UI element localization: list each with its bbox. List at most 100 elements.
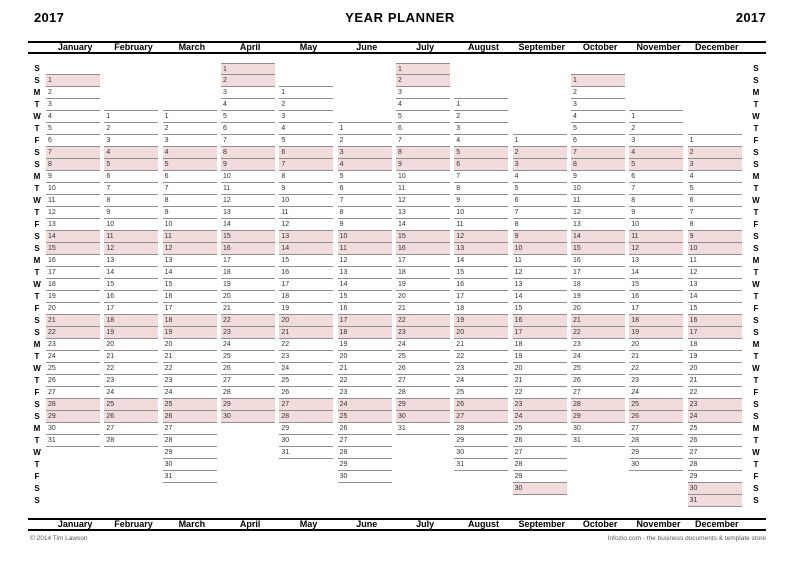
day-cell: 3 [629,135,684,147]
day-cell: 27 [570,387,625,399]
grid-row: F 27 24 24 28 26 23 28 25 22 27 24 22 F [28,387,766,399]
month-cell-april [221,459,279,471]
month-cell-june [337,111,396,123]
day-cell: 15 [395,231,450,243]
lead-in-line [46,63,100,75]
month-cell-september: 2 [512,147,571,159]
month-name-february: February [114,42,153,52]
empty-cell [454,75,508,87]
day-number: 20 [397,293,406,300]
month-cell-january: 12 [46,207,104,219]
day-number: 7 [222,137,227,144]
empty-cell [513,99,567,111]
day-number: 29 [631,449,640,456]
year-label-left: 2017 [34,10,65,25]
day-letter-left: T [34,268,40,277]
month-cell-february [104,99,162,111]
day-letter-left: S [34,76,40,85]
month-cell-november: 21 [629,351,687,363]
month-name-march: March [178,519,206,529]
day-cell: 31 [162,471,217,483]
day-number: 1 [106,113,111,120]
day-number: 29 [222,401,231,408]
month-cell-july: 12 [395,195,454,207]
month-cell-january: 17 [46,267,104,279]
day-cell: 5 [570,123,625,135]
day-cell: 1 [454,99,509,111]
day-number: 9 [164,209,169,216]
month-cell-may: 9 [279,183,337,195]
day-number: 11 [572,197,581,204]
day-number: 29 [339,461,348,468]
day-cell: 26 [454,399,509,411]
month-cell-july [396,495,454,507]
month-cell-january: 27 [46,387,104,399]
empty-cell [46,483,100,495]
day-cell: 21 [570,315,625,327]
day-cell: 5 [395,111,450,123]
day-number: 18 [48,281,56,288]
month-cell-august: 13 [454,243,512,255]
day-cell: 6 [629,171,684,183]
month-cell-august: 8 [454,183,512,195]
day-cell: 18 [395,267,450,279]
day-number: 8 [164,197,169,204]
day-number: 7 [106,185,111,192]
month-cell-august: 29 [454,435,512,447]
month-cell-december [688,87,746,99]
day-number: 5 [456,149,461,156]
day-number: 5 [339,173,344,180]
day-letter-left: S [34,316,40,325]
day-cell: 5 [104,159,159,171]
day-number: 3 [572,101,577,108]
empty-cell [338,99,392,111]
day-letter-left: T [34,208,40,217]
day-cell: 10 [395,171,450,183]
day-cell: 25 [629,399,684,411]
day-number: 1 [339,125,344,132]
day-cell: 24 [220,339,275,351]
day-cell: 19 [454,315,509,327]
empty-cell [629,483,683,495]
day-cell: 10 [629,219,684,231]
day-number: 9 [689,233,694,240]
day-number: 23 [48,341,56,348]
lead-in-line [454,87,509,99]
month-cell-november [629,471,687,483]
month-cell-july: 9 [395,159,454,171]
day-letter-left: T [34,460,40,469]
day-cell: 1 [337,123,392,135]
day-number: 26 [222,365,231,372]
day-cell: 19 [279,303,334,315]
month-cell-august [454,87,512,99]
day-number: 28 [397,389,406,396]
day-number: 16 [281,269,290,276]
month-cell-june: 27 [337,435,396,447]
day-cell: 26 [629,411,684,423]
day-letter-left: S [34,328,40,337]
month-cell-november [629,87,687,99]
day-cell: 9 [454,195,509,207]
day-cell: 28 [570,399,625,411]
month-cell-june: 17 [337,315,396,327]
day-number: 2 [456,113,461,120]
month-name-september: September [518,519,566,529]
month-cell-march [163,495,221,507]
day-cell: 20 [570,303,625,315]
day-number: 30 [222,413,231,420]
month-cell-january: 6 [46,135,104,147]
month-cell-september: 12 [512,267,571,279]
month-cell-april: 15 [220,231,279,243]
month-cell-november: 24 [629,387,687,399]
day-cell: 29 [337,459,392,471]
day-number: 26 [281,389,290,396]
day-letter-right: M [752,424,760,433]
month-cell-august: 31 [454,459,512,471]
month-name-august: August [467,519,499,529]
day-number: 7 [572,149,577,156]
day-cell: 8 [395,147,450,159]
day-number: 12 [631,245,640,252]
day-cell: 11 [629,231,684,243]
day-number: 6 [48,137,52,144]
